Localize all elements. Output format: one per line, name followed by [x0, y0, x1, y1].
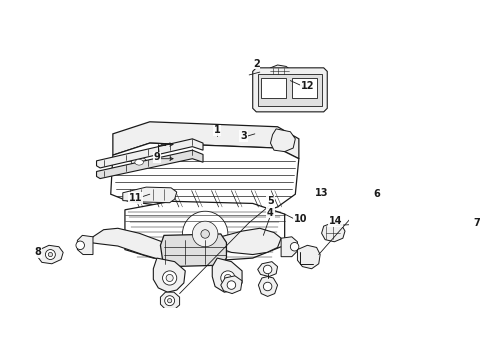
Polygon shape [97, 139, 203, 168]
Text: 3: 3 [240, 131, 247, 141]
Polygon shape [153, 258, 185, 292]
Text: 2: 2 [253, 59, 260, 68]
Circle shape [165, 296, 174, 306]
Polygon shape [297, 245, 320, 269]
Circle shape [168, 298, 172, 303]
Polygon shape [281, 237, 297, 257]
Text: 11: 11 [129, 193, 142, 203]
Ellipse shape [131, 157, 147, 167]
Circle shape [263, 265, 272, 274]
Text: 4: 4 [267, 208, 274, 218]
Ellipse shape [135, 159, 144, 165]
Circle shape [193, 221, 218, 247]
Circle shape [163, 271, 177, 285]
Circle shape [76, 241, 84, 249]
Polygon shape [221, 276, 242, 294]
Polygon shape [160, 234, 226, 267]
Text: 8: 8 [34, 247, 41, 257]
Text: 6: 6 [373, 189, 380, 199]
Circle shape [221, 271, 235, 285]
Bar [292, 78, 317, 98]
Text: 14: 14 [329, 216, 343, 226]
Bar [261, 78, 286, 98]
Polygon shape [111, 143, 299, 212]
Circle shape [48, 252, 52, 257]
Polygon shape [321, 222, 345, 242]
Text: 9: 9 [153, 152, 160, 162]
Polygon shape [258, 262, 277, 276]
Text: 7: 7 [473, 217, 480, 228]
Text: 1: 1 [214, 125, 220, 135]
Text: 10: 10 [294, 214, 307, 224]
Polygon shape [125, 201, 285, 262]
Polygon shape [123, 187, 177, 203]
Circle shape [291, 243, 299, 251]
Polygon shape [212, 258, 242, 292]
Polygon shape [38, 245, 63, 264]
Circle shape [182, 211, 228, 257]
Polygon shape [97, 150, 203, 179]
Circle shape [166, 274, 173, 282]
Polygon shape [266, 65, 293, 88]
Polygon shape [90, 228, 189, 264]
Polygon shape [160, 292, 180, 309]
Text: 13: 13 [315, 188, 328, 198]
Circle shape [201, 230, 209, 238]
Polygon shape [270, 129, 295, 152]
Circle shape [224, 274, 231, 282]
Polygon shape [253, 68, 327, 112]
Polygon shape [258, 73, 321, 106]
Circle shape [46, 249, 55, 260]
Polygon shape [77, 235, 93, 255]
Circle shape [227, 281, 236, 289]
Polygon shape [113, 122, 299, 159]
Polygon shape [258, 276, 277, 296]
Text: 12: 12 [301, 81, 314, 91]
Text: 5: 5 [267, 196, 274, 206]
Polygon shape [273, 86, 282, 95]
Circle shape [263, 282, 272, 291]
Polygon shape [214, 228, 281, 255]
